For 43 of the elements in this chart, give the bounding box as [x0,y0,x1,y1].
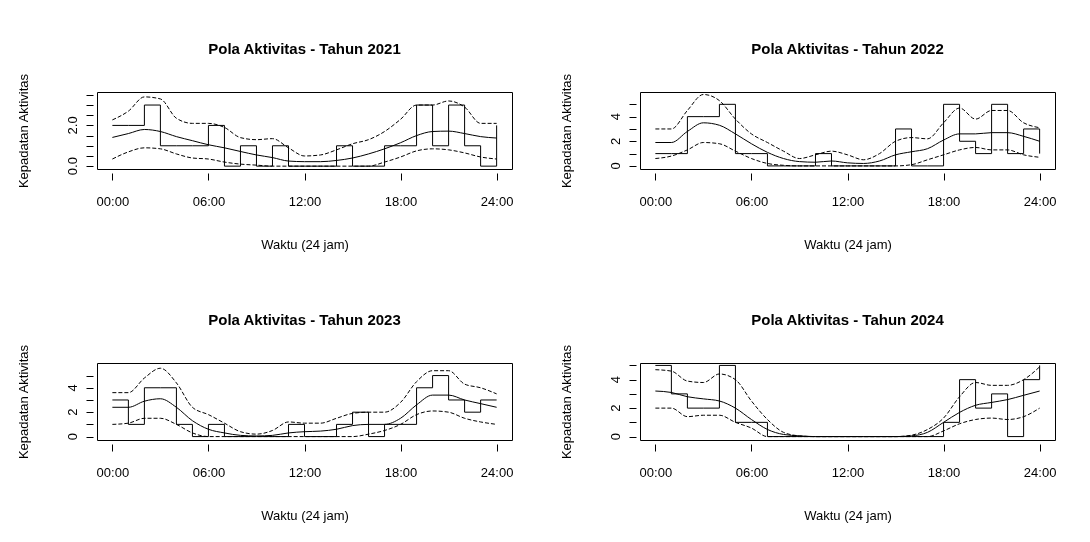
y-tick-label: 2 [65,408,80,416]
x-tick-label: 24:00 [1023,464,1057,480]
y-tick-label: 2.0 [65,116,80,135]
x-tick-label: 00:00 [96,193,130,209]
x-axis-title: Waktu (24 jam) [261,236,349,252]
x-tick-label: 18:00 [384,464,418,480]
chart-title: Pola Aktivitas - Tahun 2021 [208,40,401,58]
x-tick-label: 18:00 [927,464,961,480]
y-tick-label: 0 [608,162,623,170]
x-tick-label: 12:00 [831,464,865,480]
y-tick-label: 4 [608,113,623,121]
y-tick-label: 4 [608,376,623,384]
y-tick-label: 0.0 [65,157,80,176]
chart-title: Pola Aktivitas - Tahun 2022 [751,40,944,58]
x-tick-label: 24:00 [1023,193,1057,209]
x-tick-label: 12:00 [831,193,865,209]
x-tick-label: 06:00 [192,464,226,480]
x-tick-label: 18:00 [384,193,418,209]
y-tick-label: 2 [608,137,623,145]
y-tick-label: 4 [65,384,80,392]
x-tick-label: 18:00 [927,193,961,209]
x-tick-label: 06:00 [735,464,769,480]
x-tick-label: 24:00 [480,464,514,480]
y-axis-title: Kepadatan Aktivitas [559,344,574,460]
x-tick-label: 00:00 [639,464,673,480]
x-tick-label: 12:00 [288,464,322,480]
x-tick-label: 06:00 [192,193,226,209]
chart-title: Pola Aktivitas - Tahun 2023 [208,311,401,329]
x-axis-title: Waktu (24 jam) [261,507,349,523]
y-tick-label: 2 [608,404,623,412]
y-tick-label: 0 [65,432,80,441]
x-axis-title: Waktu (24 jam) [804,236,892,252]
chart-title: Pola Aktivitas - Tahun 2024 [751,311,945,329]
x-tick-label: 06:00 [735,193,769,209]
y-axis-title: Kepadatan Aktivitas [16,73,31,189]
x-tick-label: 24:00 [480,193,514,209]
y-tick-label: 0 [608,432,623,441]
y-axis-title: Kepadatan Aktivitas [559,73,574,189]
x-tick-label: 12:00 [288,193,322,209]
x-tick-label: 00:00 [639,193,673,209]
x-tick-label: 00:00 [96,464,130,480]
y-axis-title: Kepadatan Aktivitas [16,344,31,460]
x-axis-title: Waktu (24 jam) [804,507,892,523]
